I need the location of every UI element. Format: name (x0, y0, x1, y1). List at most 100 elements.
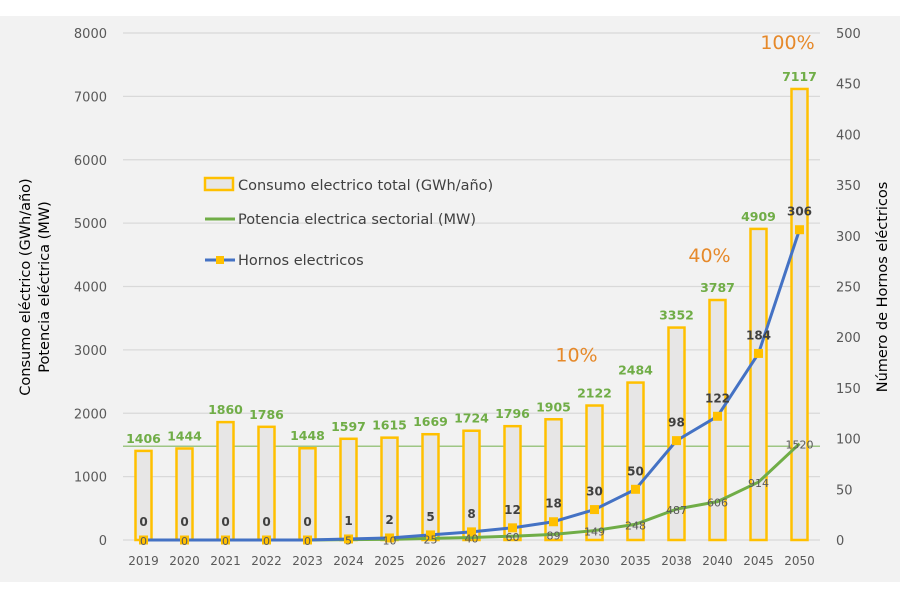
legend-swatch-bar (203, 176, 235, 192)
furnaces-marker (672, 436, 681, 446)
left-axis-tick-label: 3000 (74, 344, 107, 359)
left-axis-tick-label: 2000 (74, 407, 107, 422)
legend-label-potencia: Potencia electrica sectorial (MW) (238, 212, 476, 228)
power-value-label: 149 (584, 526, 605, 539)
furnaces-value-label: 0 (303, 515, 311, 529)
furnaces-value-label: 0 (180, 515, 188, 529)
bar-value-label: 1905 (536, 399, 571, 414)
left-axis-tick-label: 6000 (74, 154, 107, 169)
percent-annotation: 40% (688, 245, 730, 267)
bar-consumo (503, 424, 522, 542)
bar-value-label: 1615 (372, 418, 407, 433)
furnaces-value-label: 2 (385, 513, 393, 527)
power-value-label: 914 (748, 477, 769, 490)
furnaces-marker (754, 348, 763, 358)
right-axis-tick-label: 400 (836, 128, 861, 143)
left-axis-ticks: 0 1000 2000 3000 4000 5000 6000 7000 8000 (74, 27, 107, 549)
power-value-label: 0 (222, 535, 229, 548)
power-value-label: 0 (304, 535, 311, 548)
bar-value-label: 7117 (782, 69, 817, 84)
legend-label-hornos: Hornos electricos (238, 253, 364, 269)
bar-consumo (749, 227, 768, 542)
legend-swatch-marker (216, 256, 224, 264)
furnaces-marker (467, 527, 476, 537)
right-axis-title: Número de Hornos eléctricos (875, 182, 891, 393)
percent-annotation: 100% (760, 32, 814, 54)
x-axis-tick-label: 2029 (538, 554, 569, 568)
bar-value-label: 1448 (290, 428, 325, 443)
bar-value-label: 1444 (167, 428, 202, 443)
bar-value-label: 3352 (659, 308, 694, 323)
power-value-label: 0 (181, 535, 188, 548)
power-value-label: 40 (465, 532, 479, 545)
furnaces-marker (631, 484, 640, 494)
x-axis-tick-label: 2030 (579, 554, 610, 568)
x-axis-tick-label: 2026 (415, 554, 446, 568)
power-value-label: 0 (263, 535, 270, 548)
furnaces-marker (303, 535, 312, 545)
bar-value-label: 1796 (495, 406, 530, 421)
bar-value-label: 1669 (413, 414, 448, 429)
right-axis-tick-label: 0 (836, 534, 844, 549)
furnaces-marker (549, 517, 558, 527)
left-axis-tick-label: 4000 (74, 281, 107, 296)
bar-consumo (421, 432, 440, 542)
x-axis-tick-label: 2023 (292, 554, 323, 568)
x-axis-tick-label: 2045 (743, 554, 774, 568)
bar-consumo (667, 326, 686, 542)
bar-value-label: 1786 (249, 407, 284, 422)
bar-value-label: 1597 (331, 419, 366, 434)
bar-consumo (544, 418, 563, 542)
bar-value-label: 1724 (454, 411, 489, 426)
right-axis-tick-label: 450 (836, 78, 861, 93)
right-axis-tick-label: 350 (836, 179, 861, 194)
power-value-label: 60 (506, 531, 520, 544)
right-axis-ticks: 0 50 100 150 200 250 300 350 400 450 500 (836, 27, 861, 549)
bar-value-label: 3787 (700, 280, 735, 295)
furnaces-marker (590, 505, 599, 515)
furnaces-marker (385, 533, 394, 543)
left-axis-tick-label: 1000 (74, 471, 107, 486)
annotations-group: 10% 40% 100% (555, 32, 814, 367)
legend-item-potencia: Potencia electrica sectorial (MW) (205, 212, 476, 228)
x-axis-tick-label: 2035 (620, 554, 651, 568)
furnaces-value-label: 122 (705, 391, 730, 405)
x-axis-tick-label: 2050 (784, 554, 815, 568)
power-value-label: 89 (547, 529, 561, 542)
left-axis-tick-label: 5000 (74, 217, 107, 232)
power-value-label: 0 (140, 535, 147, 548)
power-value-label: 248 (625, 519, 646, 532)
bars-group (134, 87, 809, 542)
furnaces-marker (221, 535, 230, 545)
x-axis-tick-label: 2024 (333, 554, 364, 568)
furnaces-marker (508, 523, 517, 533)
right-axis-tick-label: 100 (836, 433, 861, 448)
bar-consumo (462, 429, 481, 542)
right-axis-tick-label: 250 (836, 281, 861, 296)
furnaces-value-label: 0 (139, 515, 147, 529)
x-axis-tick-label: 2019 (128, 554, 159, 568)
left-axis-tick-label: 0 (99, 534, 107, 549)
furnaces-marker (713, 411, 722, 421)
furnaces-value-label: 98 (668, 416, 685, 430)
furnaces-value-label: 50 (627, 464, 644, 478)
furnaces-value-label: 5 (426, 510, 434, 524)
furnaces-value-label: 30 (586, 485, 603, 499)
legend-item-hornos: Hornos electricos (205, 253, 364, 269)
left-axis-tick-label: 7000 (74, 90, 107, 105)
power-value-label: 1520 (786, 439, 814, 452)
bar-consumo (585, 404, 604, 542)
bar-consumo (626, 381, 645, 542)
legend-item-consumo: Consumo electrico total (GWh/año) (203, 176, 493, 194)
power-value-label: 5 (345, 535, 352, 548)
x-axis-tick-label: 2040 (702, 554, 733, 568)
power-value-label: 25 (424, 533, 438, 546)
power-value-label: 10 (383, 534, 397, 547)
bar-value-label: 4909 (741, 209, 776, 224)
furnaces-value-label: 306 (787, 205, 812, 219)
x-axis-tick-label: 2025 (374, 554, 405, 568)
right-axis-tick-label: 300 (836, 230, 861, 245)
furnaces-value-label: 0 (262, 515, 270, 529)
